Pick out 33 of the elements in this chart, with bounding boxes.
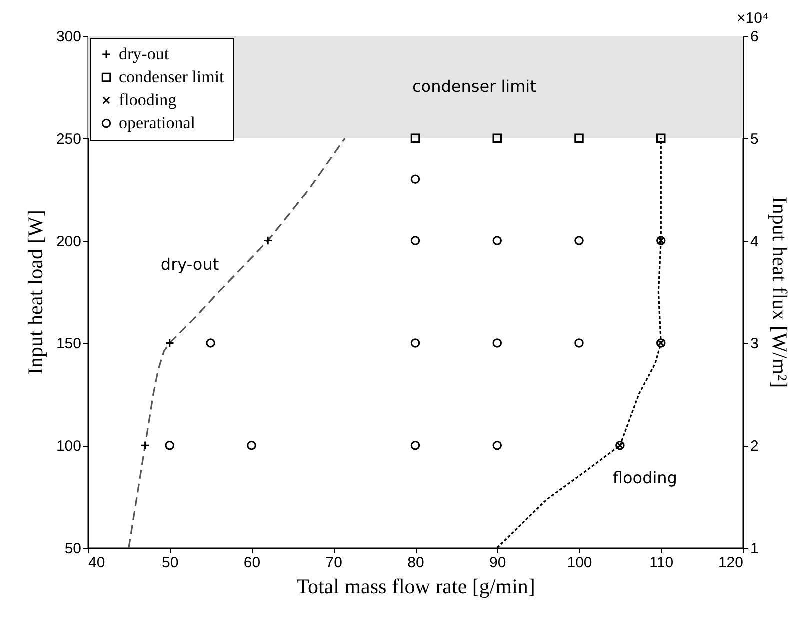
y2-tick-label: 4 (750, 233, 759, 250)
series-label: flooding (612, 468, 678, 488)
y2-tick-label: 5 (750, 130, 759, 148)
y-tick-label: 150 (56, 336, 82, 353)
y-tick-label: 250 (56, 130, 82, 148)
x-axis-title: Total mass flow rate [g/min] (296, 574, 536, 598)
y2-axis-title: Input heat flux [W/m²] (768, 196, 792, 388)
x-tick-label: 100 (567, 554, 592, 572)
y2-tick-label: 2 (750, 438, 759, 456)
band-label: condenser limit (412, 77, 536, 96)
legend-label: dry-out (119, 44, 170, 64)
y-tick-label: 100 (56, 438, 82, 456)
text: ×10⁴ (737, 10, 769, 27)
x-tick-label: 110 (650, 554, 674, 572)
y2-tick-label: 6 (750, 28, 759, 46)
series-label: dry-out (160, 255, 220, 274)
legend-label: operational (119, 114, 196, 132)
y2-tick-label: 3 (750, 336, 759, 353)
x-tick-label: 40 (88, 554, 106, 572)
legend-label: condenser limit (119, 68, 225, 86)
legend-label: flooding (119, 90, 178, 110)
x-tick-label: 120 (718, 554, 744, 572)
y-tick-label: 300 (56, 28, 82, 46)
x-tick-label: 70 (326, 554, 342, 572)
line-series (128, 138, 346, 548)
y-axis-title: Input heat load [W] (23, 210, 48, 376)
y-tick-label: 50 (64, 540, 82, 558)
x-tick-label: 90 (490, 554, 506, 572)
y-tick-label: 200 (56, 233, 82, 250)
y2-tick-label: 1 (750, 540, 759, 558)
x-tick-label: 80 (408, 554, 424, 572)
x-tick-label: 60 (244, 554, 261, 572)
x-tick-label: 50 (162, 554, 179, 572)
